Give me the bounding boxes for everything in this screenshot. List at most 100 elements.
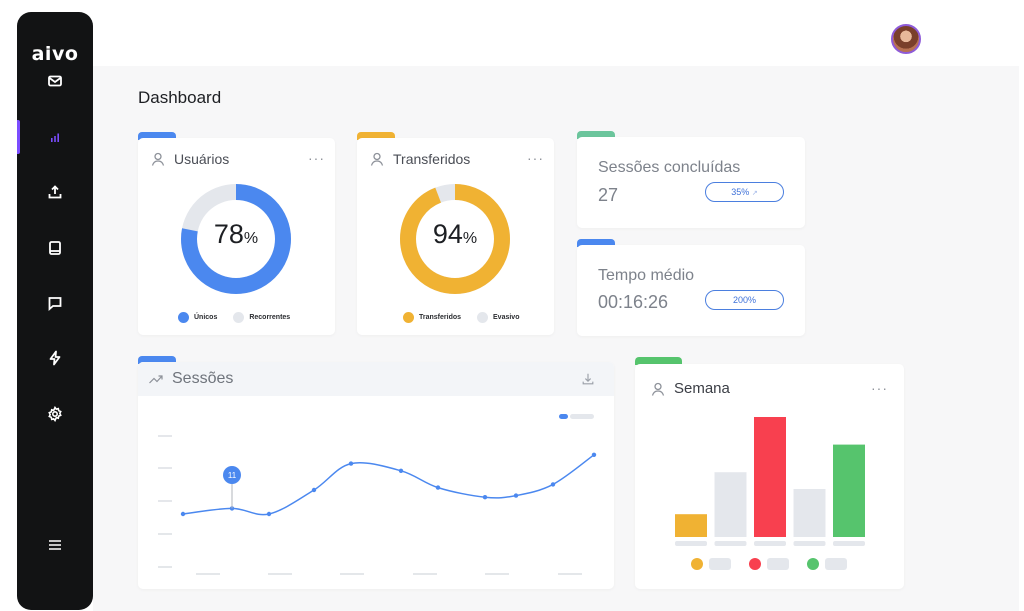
- tempo-medio-value: 00:16:26: [598, 292, 669, 312]
- semana-bar-label-placeholder: [754, 541, 786, 546]
- usuarios-card: Usuários ··· 78% Únicos Recorrentes: [138, 138, 335, 335]
- usuarios-more-button[interactable]: ···: [308, 150, 325, 166]
- legend-item-recorrentes: Recorrentes: [233, 312, 290, 323]
- usuarios-title: Usuários: [150, 151, 229, 167]
- sidebar-item-analytics[interactable]: [17, 122, 93, 152]
- sessoes-data-point: [180, 511, 186, 517]
- semana-bar-label-placeholder: [793, 541, 826, 546]
- sessoes-data-point: [348, 461, 354, 466]
- semana-card: Semana ···: [635, 364, 904, 589]
- semana-bar: [675, 514, 707, 537]
- tooltip-value: 11: [228, 471, 237, 480]
- transferidos-title: Transferidos: [369, 151, 470, 167]
- sessoes-data-point: [266, 511, 272, 517]
- transferidos-donut: 94%: [399, 183, 511, 295]
- transferidos-more-button[interactable]: ···: [527, 150, 544, 166]
- sessoes-title-text: Sessões: [172, 370, 234, 387]
- sessoes-concluidas-badge: 35% ↗: [705, 182, 784, 202]
- trending-up-icon: [149, 375, 163, 384]
- legend-dot-blue: [178, 312, 189, 323]
- sessoes-line-chart: 11: [158, 435, 597, 575]
- chat-icon: [48, 297, 62, 311]
- semana-title: Semana: [650, 380, 730, 397]
- tempo-medio-label: Tempo médio: [598, 267, 695, 284]
- sidebar-item-book[interactable]: [17, 233, 93, 263]
- sessoes-concluidas-label: Sessões concluídas: [598, 159, 741, 176]
- sidebar-menu-button[interactable]: [17, 530, 93, 560]
- sessoes-legend-gray: [570, 414, 594, 419]
- usuarios-donut-arc: [181, 184, 291, 294]
- transferidos-card: Transferidos ··· 94% Transferidos Evasiv…: [357, 138, 554, 335]
- gear-icon: [48, 406, 62, 422]
- sessoes-concluidas-card: Sessões concluídas 27 35% ↗: [577, 137, 805, 228]
- legend-dot-amber: [691, 558, 703, 570]
- transferidos-legend: Transferidos Evasivo: [403, 312, 535, 323]
- user-avatar[interactable]: [891, 24, 921, 54]
- legend-dot-red: [749, 558, 761, 570]
- tempo-medio-card: Tempo médio 00:16:26 200%: [577, 245, 805, 336]
- sidebar-item-settings[interactable]: [17, 399, 93, 429]
- sidebar: aivo: [17, 12, 93, 610]
- page-title: Dashboard: [138, 88, 222, 107]
- transferidos-percent: 94%: [432, 219, 478, 249]
- legend-dot-gray: [233, 312, 245, 323]
- legend-label-placeholder: [767, 558, 789, 570]
- transferidos-donut-arc: [400, 184, 510, 294]
- user-icon: [651, 382, 665, 396]
- legend-dot-green: [807, 558, 819, 570]
- usuarios-card-tab: [138, 132, 176, 140]
- sessoes-title: Sessões: [148, 370, 233, 388]
- semana-bar-label-placeholder: [714, 541, 747, 546]
- mail-icon: [48, 75, 62, 87]
- lightning-icon: [49, 350, 61, 366]
- bar-chart-icon: [51, 133, 59, 142]
- sessoes-data-point: [513, 493, 519, 498]
- user-icon: [370, 152, 384, 166]
- sidebar-item-mail[interactable]: [17, 66, 93, 96]
- semana-bar: [754, 417, 786, 537]
- semana-bar-chart: [675, 417, 865, 546]
- legend-item-transferidos: Transferidos: [403, 312, 461, 323]
- usuarios-title-text: Usuários: [174, 151, 230, 167]
- semana-legend: [691, 558, 847, 570]
- sessoes-data-point: [435, 485, 441, 490]
- tooltip-bubble: [223, 466, 241, 484]
- semana-bar: [793, 489, 826, 537]
- legend-dot-amber: [403, 312, 414, 323]
- user-icon: [151, 152, 165, 166]
- usuarios-legend: Únicos Recorrentes: [178, 312, 306, 323]
- semana-bar-label-placeholder: [833, 541, 865, 546]
- legend-label-placeholder: [825, 558, 847, 570]
- active-indicator: [17, 120, 20, 154]
- tempo-medio-tab: [577, 239, 615, 247]
- sessoes-data-point: [591, 452, 597, 457]
- semana-bar-label-placeholder: [675, 541, 707, 546]
- legend-label-placeholder: [709, 558, 731, 570]
- tempo-medio-badge: 200%: [705, 290, 784, 310]
- sidebar-item-upload[interactable]: [17, 177, 93, 207]
- legend-item-unicos: Únicos: [178, 312, 217, 323]
- semana-more-button[interactable]: ···: [871, 380, 888, 396]
- sessoes-card-tab: [138, 356, 176, 364]
- sessoes-data-point: [398, 468, 404, 473]
- semana-title-text: Semana: [674, 380, 730, 397]
- book-icon: [49, 241, 61, 255]
- sessoes-concluidas-value: 27: [598, 185, 619, 205]
- sessoes-series-line: [182, 454, 595, 516]
- sessoes-data-point: [311, 487, 317, 493]
- sessoes-data-point: [482, 495, 488, 500]
- usuarios-percent: 78%: [213, 219, 259, 249]
- download-icon: [582, 373, 594, 385]
- download-button[interactable]: [581, 372, 595, 391]
- sidebar-item-chat[interactable]: [17, 288, 93, 318]
- sessoes-data-point: [550, 482, 556, 487]
- logo: aivo: [31, 43, 79, 65]
- legend-item-evasivo: Evasivo: [477, 312, 519, 323]
- usuarios-donut: 78%: [180, 183, 292, 295]
- transferidos-card-tab: [357, 132, 395, 140]
- semana-bar: [833, 444, 865, 537]
- sessoes-card: Sessões 11: [138, 362, 614, 589]
- sidebar-item-automation[interactable]: [17, 343, 93, 373]
- sessoes-header: [138, 362, 614, 396]
